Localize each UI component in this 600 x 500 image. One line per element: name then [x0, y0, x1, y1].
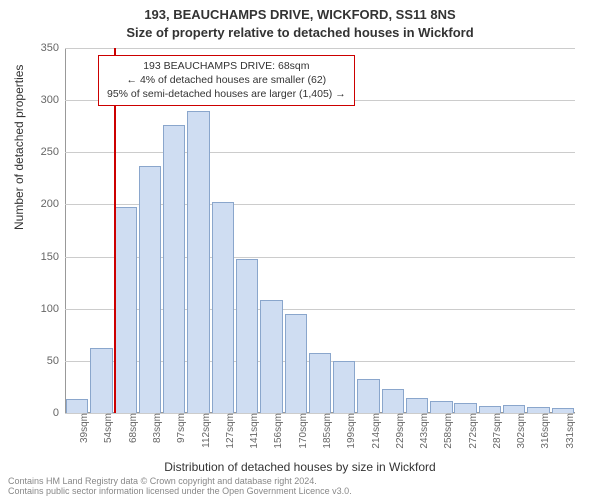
histogram-bar [90, 348, 112, 413]
bar-slot: 316sqm [526, 48, 550, 413]
histogram-bar [66, 399, 88, 413]
x-tick-label: 243sqm [413, 413, 430, 449]
x-tick-label: 331sqm [559, 413, 576, 449]
histogram-bar [139, 166, 161, 413]
x-tick-label: 185sqm [316, 413, 333, 449]
histogram-bar [382, 389, 404, 413]
bar-slot: 229sqm [381, 48, 405, 413]
info-line3: 95% of semi-detached houses are larger (… [107, 87, 346, 101]
x-tick-label: 214sqm [365, 413, 382, 449]
info-line2: ← 4% of detached houses are smaller (62) [107, 73, 346, 87]
histogram-bar [430, 401, 452, 414]
histogram-bar [212, 202, 234, 413]
bar-slot: 287sqm [478, 48, 502, 413]
x-tick-label: 156sqm [267, 413, 284, 449]
x-tick-label: 39sqm [73, 413, 90, 443]
y-tick-label: 200 [19, 198, 59, 210]
attribution-footer: Contains HM Land Registry data © Crown c… [8, 477, 352, 497]
x-tick-label: 127sqm [219, 413, 236, 449]
histogram-bar [236, 259, 258, 413]
chart-title: 193, BEAUCHAMPS DRIVE, WICKFORD, SS11 8N… [0, 0, 600, 41]
histogram-bar [285, 314, 307, 413]
histogram-bar [260, 300, 282, 413]
histogram-bar [406, 398, 428, 413]
y-tick-label: 50 [19, 355, 59, 367]
x-tick-label: 287sqm [486, 413, 503, 449]
histogram-bar [357, 379, 379, 413]
bar-slot: 243sqm [405, 48, 429, 413]
bar-slot: 302sqm [502, 48, 526, 413]
bar-slot: 272sqm [454, 48, 478, 413]
histogram-bar [454, 403, 476, 413]
bar-slot: 39sqm [65, 48, 89, 413]
y-tick-label: 300 [19, 94, 59, 106]
bar-slot: 258sqm [429, 48, 453, 413]
histogram-bar [333, 361, 355, 413]
info-callout-box: 193 BEAUCHAMPS DRIVE: 68sqm ← 4% of deta… [98, 55, 355, 106]
y-tick-label: 0 [19, 407, 59, 419]
y-tick-label: 100 [19, 303, 59, 315]
x-tick-label: 83sqm [146, 413, 163, 443]
histogram-bar [479, 406, 501, 413]
x-tick-label: 199sqm [340, 413, 357, 449]
x-tick-label: 316sqm [534, 413, 551, 449]
title-line1: 193, BEAUCHAMPS DRIVE, WICKFORD, SS11 8N… [0, 6, 600, 24]
info-line1: 193 BEAUCHAMPS DRIVE: 68sqm [107, 59, 346, 73]
x-tick-label: 302sqm [510, 413, 527, 449]
bar-slot: 214sqm [356, 48, 380, 413]
x-axis-label: Distribution of detached houses by size … [0, 460, 600, 474]
histogram-bar [503, 405, 525, 413]
x-tick-label: 170sqm [292, 413, 309, 449]
x-tick-label: 97sqm [170, 413, 187, 443]
y-tick-label: 250 [19, 146, 59, 158]
histogram-bar [309, 353, 331, 413]
histogram-bar [187, 111, 209, 413]
bar-slot: 331sqm [551, 48, 575, 413]
y-tick-label: 350 [19, 42, 59, 54]
footer-line2: Contains public sector information licen… [8, 487, 352, 497]
x-tick-label: 54sqm [97, 413, 114, 443]
x-tick-label: 258sqm [437, 413, 454, 449]
histogram-bar [163, 125, 185, 413]
title-line2: Size of property relative to detached ho… [0, 24, 600, 42]
histogram-bar [115, 207, 137, 413]
x-tick-label: 229sqm [389, 413, 406, 449]
y-tick-label: 150 [19, 251, 59, 263]
x-tick-label: 112sqm [195, 413, 212, 448]
x-tick-label: 272sqm [462, 413, 479, 449]
x-tick-label: 68sqm [122, 413, 139, 443]
x-tick-label: 141sqm [243, 413, 260, 449]
